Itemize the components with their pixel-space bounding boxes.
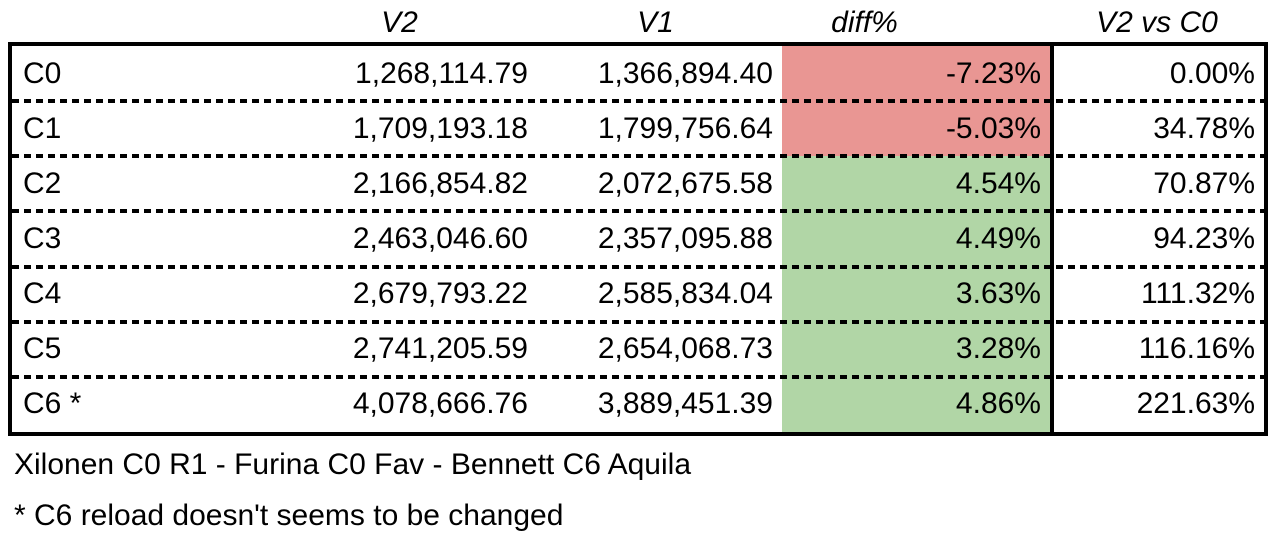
row-label: C5 [23,332,62,366]
diff-percent-value: 4.54% [782,156,1050,212]
diff-percent-value: 3.28% [782,321,1050,377]
v1-value: 1,366,894.40 [597,56,773,90]
diff-percent-value: -5.03% [782,101,1050,157]
v1-value: 3,889,451.39 [597,387,773,421]
v1-value: 2,585,834.04 [597,277,773,311]
row-label: C6 * [23,387,82,421]
v2-value: 2,463,046.60 [352,221,528,255]
v1-value: 1,799,756.64 [597,111,773,145]
table-row: C3 2,463,046.60 2,357,095.88 4.49% 94.23… [12,211,1264,267]
table-row: C1 1,709,193.18 1,799,756.64 -5.03% 34.7… [12,101,1264,157]
v2-value: 1,268,114.79 [355,56,528,90]
table-header-row: V2 V1 diff% V2 vs C0 [8,0,1268,42]
v2-vs-c0-value: 34.78% [1050,101,1264,157]
v2-value: 4,078,666.76 [352,387,528,421]
table-row: C5 2,741,205.59 2,654,068.73 3.28% 116.1… [12,321,1264,377]
v2-value: 2,166,854.82 [352,166,528,200]
v2-value: 2,679,793.22 [352,277,528,311]
team-composition-note: Xilonen C0 R1 - Furina C0 Fav - Bennett … [14,448,692,481]
diff-percent-value: -7.23% [782,46,1050,102]
header-diff-percent: diff% [831,6,898,39]
row-label: C0 [23,56,62,90]
diff-percent-value: 4.86% [782,376,1050,432]
table-row: C0 1,268,114.79 1,366,894.40 -7.23% 0.00… [12,46,1264,102]
v2-vs-c0-value: 221.63% [1050,376,1264,432]
v1-value: 2,654,068.73 [597,332,773,366]
v2-vs-c0-value: 116.16% [1050,321,1264,377]
header-v2: V2 [381,6,418,39]
data-table: C0 1,268,114.79 1,366,894.40 -7.23% 0.00… [8,42,1268,436]
row-label: C3 [23,221,62,255]
table-body: C0 1,268,114.79 1,366,894.40 -7.23% 0.00… [12,46,1264,432]
v2-value: 1,709,193.18 [352,111,528,145]
row-label: C1 [23,111,62,145]
row-label: C2 [23,166,62,200]
v2-vs-c0-value: 0.00% [1050,46,1264,102]
row-label: C4 [23,277,62,311]
header-v1: V1 [637,6,674,39]
table-row: C2 2,166,854.82 2,072,675.58 4.54% 70.87… [12,156,1264,212]
table-row: C4 2,679,793.22 2,585,834.04 3.63% 111.3… [12,266,1264,322]
table-row: C6 * 4,078,666.76 3,889,451.39 4.86% 221… [12,376,1264,432]
v2-value: 2,741,205.59 [352,332,528,366]
v2-vs-c0-value: 111.32% [1050,266,1264,322]
diff-percent-value: 3.63% [782,266,1050,322]
v1-value: 2,072,675.58 [597,166,773,200]
v2-vs-c0-value: 70.87% [1050,156,1264,212]
footnote-asterisk: * C6 reload doesn't seems to be changed [14,499,564,532]
v1-value: 2,357,095.88 [597,221,773,255]
header-v2-vs-c0: V2 vs C0 [1096,6,1218,39]
diff-percent-value: 4.49% [782,211,1050,267]
v2-vs-c0-value: 94.23% [1050,211,1264,267]
